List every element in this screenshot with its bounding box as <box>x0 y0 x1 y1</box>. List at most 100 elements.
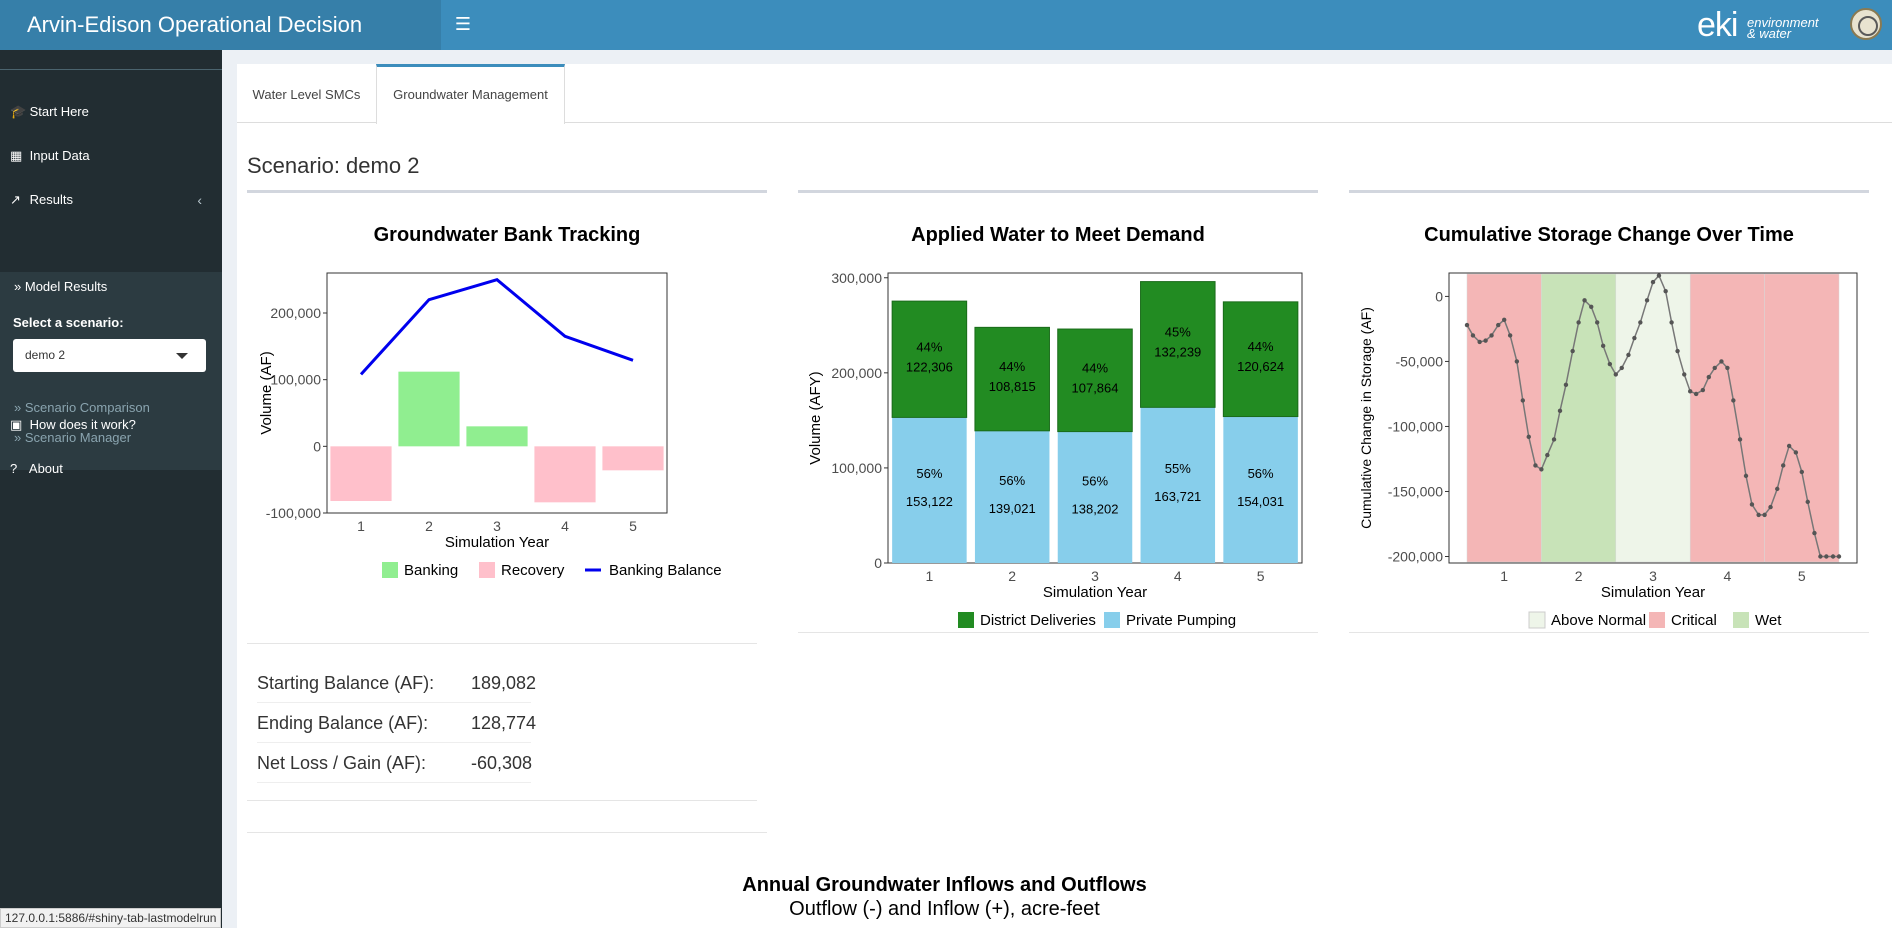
private-pct-label: 56% <box>1082 473 1108 488</box>
district-value-label: 122,306 <box>906 359 953 374</box>
sidebar-subitem-scenario-manager[interactable]: » Scenario Manager <box>0 423 222 453</box>
tab-water-level-smcs[interactable]: Water Level SMCs <box>252 87 361 102</box>
panel-divider-2 <box>798 190 1318 193</box>
starting-balance-value: 189,082 <box>471 673 537 693</box>
annual-flows-title: Annual Groundwater Inflows and Outflows <box>742 874 1147 896</box>
private-pumping-bar <box>974 430 1050 563</box>
separator <box>798 632 1318 633</box>
double-chevron-right-icon: » <box>14 400 22 415</box>
district-value-label: 108,815 <box>989 379 1036 394</box>
storage-change-point <box>1793 450 1799 455</box>
sidebar-item-results[interactable]: ↗ Results ‹ <box>0 180 222 220</box>
storage-change-point <box>1656 273 1662 278</box>
storage-change-point <box>1582 298 1587 303</box>
storage-change-point <box>1570 348 1575 354</box>
sidebar-divider <box>0 69 222 70</box>
starting-balance-row: Starting Balance (AF): 189,082 <box>257 663 536 703</box>
storage-change-point <box>1520 398 1525 403</box>
storage-change-point <box>1507 333 1513 338</box>
year-type-band <box>1689 273 1765 563</box>
y-tick-label: -100,000 <box>266 505 321 521</box>
district-pct-label: 45% <box>1165 324 1191 339</box>
storage-change-point <box>1700 387 1706 393</box>
storage-change-point <box>1539 467 1544 472</box>
x-axis-label: Simulation Year <box>1601 584 1705 601</box>
y-axis-label: Cumulative Change in Storage (AF) <box>1358 307 1374 529</box>
sidebar-item-how-does-it-work[interactable]: ▣ How does it work? <box>0 405 222 445</box>
storage-change-point <box>1775 486 1780 492</box>
tab-groundwater-management[interactable]: Groundwater Management <box>376 64 565 124</box>
sidebar-subitem-scenario-comparison[interactable]: » Scenario Comparison <box>0 393 222 423</box>
separator <box>247 832 767 833</box>
storage-change-point <box>1551 437 1557 442</box>
storage-change-point <box>1650 279 1656 285</box>
private-pct-label: 56% <box>999 473 1025 488</box>
private-pct-label: 56% <box>1248 466 1274 481</box>
app-title[interactable]: Arvin-Edison Operational Decision Suppor… <box>0 0 441 87</box>
storage-change-point <box>1557 408 1563 414</box>
y-tick-label: 0 <box>313 438 321 454</box>
storage-change-point <box>1712 365 1717 371</box>
eki-logo: eki environment & water <box>1697 8 1827 42</box>
district-deliveries-bar <box>1057 328 1133 433</box>
sidebar-item-label: Start Here <box>29 104 89 119</box>
sidebar-item-start-here[interactable]: 🎓 Start Here <box>0 92 222 132</box>
year-type-band <box>1764 273 1840 563</box>
x-tick-label: 4 <box>1724 568 1732 584</box>
y-tick-label: -50,000 <box>1396 353 1444 369</box>
sidebar-item-input-data[interactable]: ▦ Input Data <box>0 136 222 176</box>
storage-change-point <box>1749 502 1755 507</box>
x-axis-label: Simulation Year <box>445 534 549 551</box>
storage-change-point <box>1589 304 1594 310</box>
scenario-select-value: demo 2 <box>25 348 66 362</box>
legend-label-district: District Deliveries <box>980 612 1096 629</box>
sidebar-toggle-icon[interactable]: ☰ <box>454 14 472 34</box>
separator <box>247 800 757 801</box>
legend-swatch-banking <box>382 562 398 578</box>
district-deliveries-bar <box>891 300 968 418</box>
storage-change-point <box>1682 372 1687 377</box>
storage-change-point <box>1489 333 1494 338</box>
x-tick-label: 2 <box>1575 568 1583 584</box>
private-pct-label: 55% <box>1165 461 1191 476</box>
sidebar-item-label: About <box>28 461 63 476</box>
main-content: Water Level SMCs Groundwater Management … <box>237 64 1892 928</box>
storage-change-point <box>1786 443 1792 449</box>
legend-swatch-critical <box>1649 612 1665 628</box>
storage-change-point <box>1706 374 1711 380</box>
private-value-label: 154,031 <box>1237 494 1284 509</box>
scenario-select[interactable]: demo 2 <box>13 339 206 372</box>
storage-change-point <box>1830 554 1836 559</box>
legend-label-banking: Banking <box>404 562 458 579</box>
x-tick-label: 2 <box>1008 568 1016 584</box>
y-tick-label: 0 <box>874 555 882 571</box>
storage-change-point <box>1626 352 1631 358</box>
storage-change-point <box>1812 530 1817 536</box>
eki-logo-subtext-1: environment <box>1747 15 1819 30</box>
ending-balance-label: Ending Balance (AF): <box>257 713 429 733</box>
eki-logo-text: eki <box>1697 6 1738 44</box>
net-loss-gain-label: Net Loss / Gain (AF): <box>257 753 427 773</box>
double-chevron-right-icon: » <box>14 279 22 294</box>
y-tick-label: -200,000 <box>1388 548 1443 564</box>
sidebar-subitem-model-results[interactable]: » Model Results <box>0 272 222 302</box>
storage-change-point <box>1818 554 1823 559</box>
sidebar-item-about[interactable]: ? About <box>0 449 222 489</box>
storage-change-point <box>1496 322 1501 328</box>
x-tick-label: 1 <box>926 568 934 584</box>
storage-change-point <box>1502 317 1507 323</box>
year-type-band <box>1541 273 1617 563</box>
line-chart-icon: ↗ <box>10 192 21 207</box>
storage-change-point <box>1477 339 1482 345</box>
storage-change-point <box>1743 473 1749 479</box>
legend-swatch-private <box>1104 612 1120 628</box>
legend-swatch-recovery <box>479 562 495 578</box>
storage-change-point <box>1768 504 1773 510</box>
recovery-bar <box>330 446 392 501</box>
district-pct-label: 44% <box>1248 339 1274 354</box>
legend-label-wet: Wet <box>1755 612 1782 629</box>
private-value-label: 138,202 <box>1072 501 1119 516</box>
district-pct-label: 44% <box>999 359 1025 374</box>
district-value-label: 107,864 <box>1072 380 1119 395</box>
private-value-label: 139,021 <box>989 501 1036 516</box>
